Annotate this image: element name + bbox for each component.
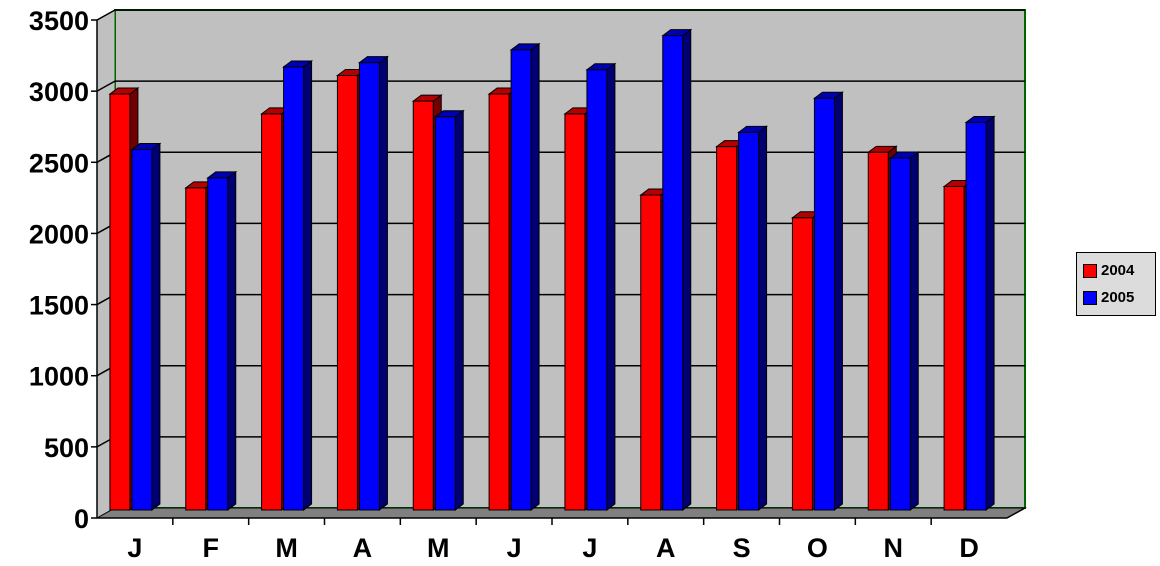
bar-2005	[509, 42, 541, 511]
y-tick-label: 0	[74, 504, 89, 534]
bar-front	[943, 185, 965, 511]
legend-item-2005: 2005	[1083, 284, 1149, 311]
bar-front	[889, 157, 911, 511]
y-tick-label: 3000	[29, 77, 89, 107]
legend-swatch-2004	[1083, 263, 1097, 278]
bar-front	[131, 148, 153, 511]
y-tick-label: 500	[44, 433, 89, 463]
bar-2005	[282, 59, 314, 511]
bar-front	[965, 121, 987, 511]
x-axis-depth	[1006, 507, 1026, 519]
bar-2005	[888, 151, 920, 511]
axes	[91, 19, 1026, 525]
bar-front	[358, 62, 380, 511]
bar-front	[564, 113, 586, 511]
bar-front	[207, 177, 229, 511]
bar-2005	[737, 125, 769, 511]
legend-item-2004: 2004	[1083, 257, 1149, 284]
bar-front	[662, 35, 684, 511]
gridline-depth	[96, 80, 116, 92]
y-tick-label: 2000	[29, 219, 89, 249]
x-tick-label: M	[275, 533, 298, 563]
bar-front	[813, 97, 835, 511]
x-tick-label: O	[807, 533, 828, 563]
bar-side	[758, 125, 768, 511]
bar-side	[833, 91, 843, 511]
legend-swatch-2005	[1083, 290, 1097, 305]
y-tick-label: 2500	[29, 148, 89, 178]
bar-side	[606, 62, 616, 511]
bar-front	[434, 116, 456, 511]
x-tick-label: J	[127, 533, 142, 563]
x-tick-label: S	[733, 533, 751, 563]
bar-side	[151, 142, 161, 511]
bar-front	[640, 194, 662, 511]
bar-2005	[433, 109, 465, 511]
bar-2005	[812, 91, 844, 511]
x-tick-label: A	[656, 533, 676, 563]
bars	[108, 28, 996, 512]
x-tick-label: F	[203, 533, 220, 563]
x-tick-label: J	[582, 533, 597, 563]
bar-side	[454, 109, 464, 511]
tick-labels: 0 500 1000 1500 2000 2500 3000 3500 J F M A M J J A S O N D	[29, 6, 979, 563]
bar-front	[586, 69, 608, 511]
bar-2005	[130, 142, 162, 511]
y-tick-label: 1000	[29, 362, 89, 392]
bar-front	[867, 151, 889, 511]
bar-side	[227, 170, 237, 511]
bar-side	[909, 151, 919, 511]
bar-side	[682, 28, 692, 511]
y-tick-label: 1500	[29, 291, 89, 321]
bar-side	[378, 55, 388, 511]
x-tick-label: N	[884, 533, 904, 563]
y-tick-label: 3500	[29, 6, 89, 36]
bar-front	[488, 93, 510, 511]
legend-label-2005: 2005	[1101, 289, 1135, 306]
bar-side	[530, 42, 540, 511]
bar-front	[261, 113, 283, 511]
legend-label-2004: 2004	[1101, 262, 1135, 279]
bar-front	[738, 131, 760, 511]
gridline-depth	[96, 9, 116, 21]
bar-2005	[206, 170, 238, 511]
bar-2005	[964, 115, 996, 511]
bar-2005	[357, 55, 389, 511]
bar-front	[791, 217, 813, 511]
x-tick-label: D	[959, 533, 979, 563]
legend: 2004 2005	[1076, 252, 1156, 316]
bar-front	[412, 100, 434, 511]
bar-front	[716, 146, 738, 511]
bar-front	[336, 74, 358, 511]
bar-front	[283, 66, 305, 511]
bar-front	[185, 187, 207, 511]
bar-2005	[661, 28, 693, 511]
x-tick-label: M	[427, 533, 450, 563]
bar-2005	[585, 62, 617, 511]
bar-front	[510, 49, 532, 511]
bar-side	[985, 115, 995, 511]
bar-front	[109, 93, 131, 511]
x-tick-label: A	[353, 533, 373, 563]
x-tick-label: J	[507, 533, 522, 563]
bar-side	[303, 59, 313, 511]
